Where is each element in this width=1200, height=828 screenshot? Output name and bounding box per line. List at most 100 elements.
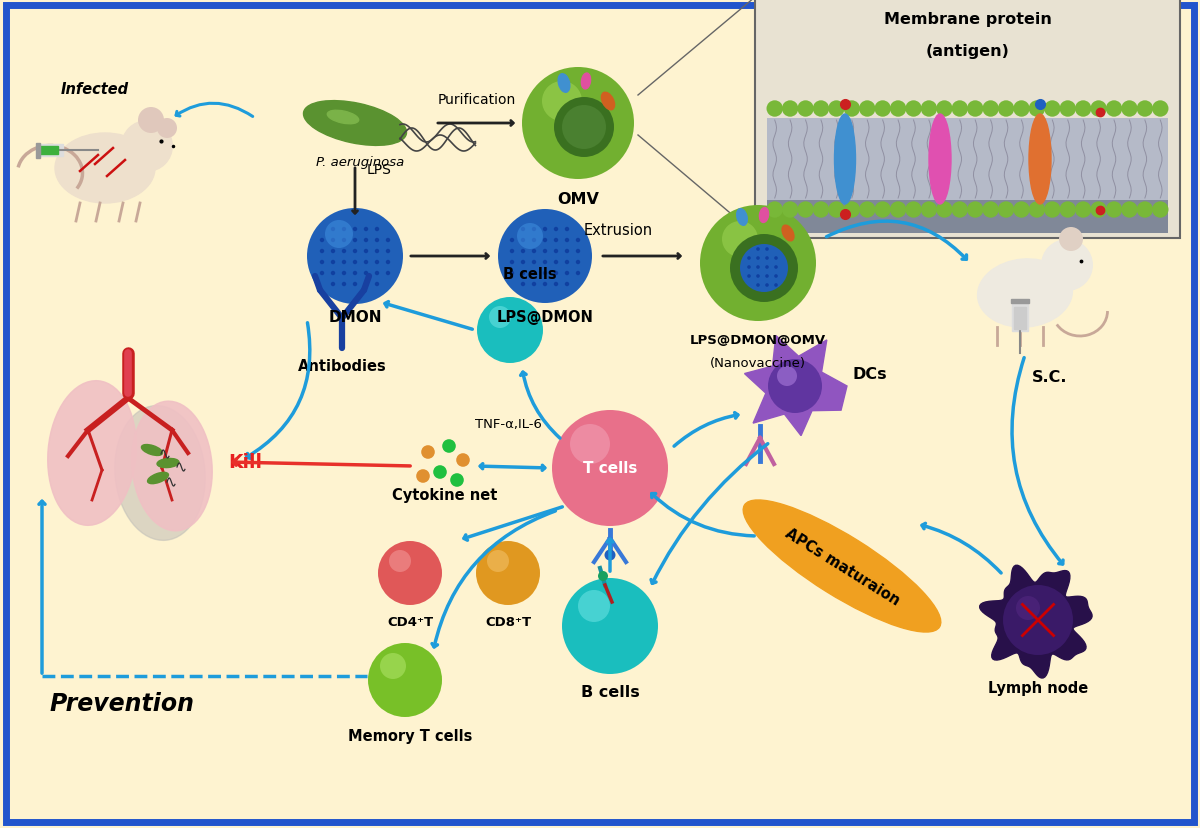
Circle shape — [936, 101, 953, 118]
Text: S.C.: S.C. — [1032, 369, 1068, 384]
Ellipse shape — [834, 115, 856, 205]
Circle shape — [778, 367, 797, 387]
Circle shape — [748, 257, 751, 261]
Circle shape — [1060, 101, 1076, 118]
Circle shape — [353, 282, 358, 286]
Circle shape — [386, 238, 390, 243]
Polygon shape — [744, 336, 847, 436]
Circle shape — [565, 228, 569, 232]
Circle shape — [1060, 228, 1084, 252]
Circle shape — [157, 119, 178, 139]
Circle shape — [374, 238, 379, 243]
Circle shape — [1075, 101, 1091, 118]
Circle shape — [1106, 101, 1122, 118]
Circle shape — [498, 209, 592, 304]
Circle shape — [374, 272, 379, 276]
Circle shape — [320, 261, 324, 265]
Circle shape — [353, 228, 358, 232]
Circle shape — [756, 266, 760, 269]
Circle shape — [1091, 202, 1106, 219]
Circle shape — [1060, 202, 1076, 219]
Text: Prevention: Prevention — [49, 691, 194, 715]
Circle shape — [565, 249, 569, 254]
Circle shape — [532, 249, 536, 254]
Circle shape — [890, 101, 906, 118]
Circle shape — [521, 272, 526, 276]
Ellipse shape — [55, 134, 155, 204]
Circle shape — [766, 284, 769, 287]
Circle shape — [364, 238, 368, 243]
Circle shape — [364, 282, 368, 286]
Circle shape — [320, 238, 324, 243]
Circle shape — [364, 272, 368, 276]
Text: TNF-α,IL-6: TNF-α,IL-6 — [475, 417, 542, 431]
Text: LPS: LPS — [367, 163, 392, 177]
Circle shape — [353, 261, 358, 265]
Circle shape — [368, 643, 442, 717]
Circle shape — [532, 261, 536, 265]
Text: B cells: B cells — [503, 267, 557, 282]
Circle shape — [342, 261, 347, 265]
Circle shape — [1013, 202, 1030, 219]
Text: LPS@DMON@OMV: LPS@DMON@OMV — [690, 334, 826, 347]
Circle shape — [767, 202, 782, 219]
Circle shape — [998, 101, 1014, 118]
Circle shape — [1106, 202, 1122, 219]
Circle shape — [768, 359, 822, 413]
Circle shape — [389, 551, 410, 572]
Circle shape — [138, 108, 164, 134]
Circle shape — [342, 228, 347, 232]
Circle shape — [554, 98, 614, 158]
Circle shape — [1121, 202, 1138, 219]
Circle shape — [554, 272, 558, 276]
Circle shape — [767, 101, 782, 118]
Circle shape — [578, 590, 610, 623]
Circle shape — [782, 202, 798, 219]
Text: Membrane protein: Membrane protein — [883, 12, 1051, 27]
Circle shape — [605, 550, 616, 561]
Ellipse shape — [148, 473, 168, 484]
Circle shape — [510, 249, 515, 254]
Ellipse shape — [132, 402, 212, 532]
Circle shape — [756, 275, 760, 278]
Circle shape — [1013, 101, 1030, 118]
Circle shape — [774, 284, 778, 287]
Circle shape — [920, 101, 937, 118]
Circle shape — [1028, 101, 1045, 118]
Polygon shape — [979, 566, 1092, 678]
Circle shape — [828, 101, 845, 118]
Circle shape — [542, 249, 547, 254]
Circle shape — [532, 238, 536, 243]
Text: P. aeruginosa: P. aeruginosa — [316, 156, 404, 169]
Bar — [40, 147, 58, 155]
Bar — [1012, 301, 1028, 331]
Circle shape — [331, 228, 335, 232]
Circle shape — [490, 306, 511, 329]
Ellipse shape — [601, 93, 614, 111]
Circle shape — [782, 101, 798, 118]
Circle shape — [1042, 240, 1093, 291]
Circle shape — [416, 469, 430, 484]
Circle shape — [342, 282, 347, 286]
Circle shape — [521, 282, 526, 286]
Circle shape — [554, 228, 558, 232]
Circle shape — [774, 275, 778, 278]
Text: DMON: DMON — [329, 310, 382, 325]
Text: Purification: Purification — [438, 93, 516, 107]
Circle shape — [740, 245, 788, 292]
Ellipse shape — [760, 209, 768, 224]
Circle shape — [342, 238, 347, 243]
Circle shape — [433, 465, 446, 479]
Circle shape — [766, 257, 769, 261]
Circle shape — [1003, 585, 1073, 655]
Circle shape — [967, 101, 984, 118]
Circle shape — [510, 272, 515, 276]
Circle shape — [374, 261, 379, 265]
Circle shape — [542, 238, 547, 243]
Circle shape — [875, 101, 890, 118]
Circle shape — [364, 261, 368, 265]
Bar — [36, 143, 40, 158]
Circle shape — [1044, 101, 1061, 118]
Circle shape — [967, 202, 984, 219]
Circle shape — [331, 249, 335, 254]
